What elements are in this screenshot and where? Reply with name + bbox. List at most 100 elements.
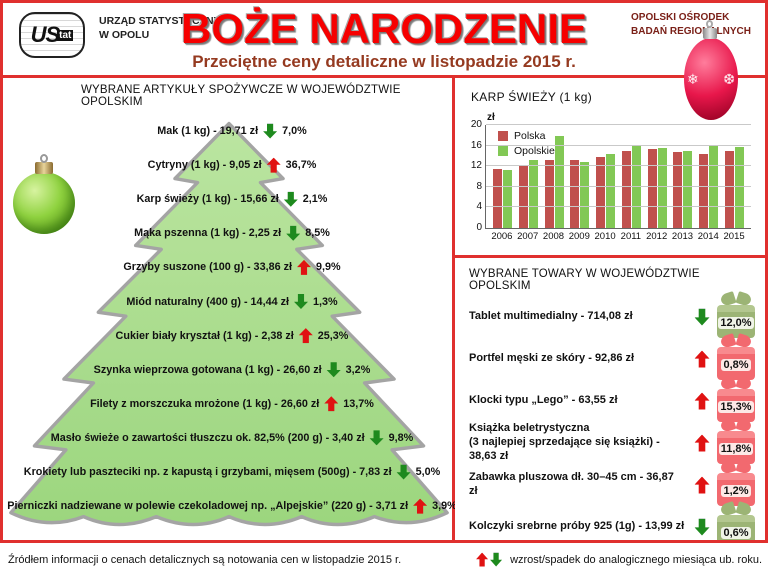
up-arrow-icon xyxy=(296,259,311,275)
food-item-label: Mak (1 kg) - 19,71 zł xyxy=(157,125,259,137)
bar-opolskie xyxy=(657,147,667,228)
x-tick-label: 2011 xyxy=(620,231,642,242)
food-item: Filety z morszczuka mrożone (1 kg) - 26,… xyxy=(90,395,374,413)
green-ornament-hook-icon xyxy=(40,154,48,163)
goods-item-label: Zabawka pluszowa dł. 30–45 cm - 36,87 zł xyxy=(469,471,689,499)
goods-item-percent: 12,0% xyxy=(715,313,757,331)
christmas-tree-graphic xyxy=(9,121,449,527)
food-prices-panel: WYBRANE ARTYKUŁY SPOŻYWCZE W WOJEWÓDZTWI… xyxy=(3,78,457,540)
food-item-label: Grzyby suszone (100 g) - 33,86 zł xyxy=(123,261,292,274)
x-tick-label: 2012 xyxy=(646,231,668,242)
goods-item-arrow xyxy=(689,350,715,368)
food-item: Mąka pszenna (1 kg) - 2,25 zł 8,5% xyxy=(134,224,330,242)
food-item-percent: 36,7% xyxy=(285,159,317,172)
food-item-percent: 3,2% xyxy=(345,363,371,376)
chart-legend: Polska Opolskie xyxy=(498,130,555,160)
red-ornament-hook-icon xyxy=(706,20,713,28)
footer: Źródłem informacji o cenach detalicznych… xyxy=(0,543,768,576)
goods-item-label: Klocki typu „Lego” - 63,55 zł xyxy=(469,394,689,408)
goods-item-arrow xyxy=(689,518,715,536)
goods-item-percent: 1,2% xyxy=(715,481,757,499)
food-item-label: Karp świeży (1 kg) - 15,66 zł xyxy=(136,193,279,206)
bar-polska xyxy=(596,156,606,228)
legend-item-opolskie: Opolskie xyxy=(498,145,555,157)
legend-up-arrow-icon xyxy=(476,552,489,567)
food-item-label: Krokiety lub paszteciki np. z kapustą i … xyxy=(23,466,392,478)
bar-group xyxy=(490,125,516,228)
x-tick-label: 2008 xyxy=(542,231,565,242)
gridline xyxy=(486,144,751,146)
food-item-label: Cytryny (1 kg) - 9,05 zł xyxy=(147,159,262,172)
bar-group xyxy=(721,125,747,228)
food-item: Cytryny (1 kg) - 9,05 zł 36,7% xyxy=(147,156,317,174)
goods-item-label: Tablet multimedialny - 714,08 zł xyxy=(469,310,689,324)
legend-down-arrow-icon xyxy=(490,552,503,567)
gridline xyxy=(486,206,751,208)
page-title: BOŻE NARODZENIE xyxy=(180,5,587,52)
food-item-label: Cukier biały kryształ (1 kg) - 2,38 zł xyxy=(115,329,294,342)
goods-item-percent-value: 0,8% xyxy=(721,358,751,371)
goods-item-percent: 0,6% xyxy=(715,523,757,541)
goods-item-label-line1: Tablet multimedialny - 714,08 zł xyxy=(469,310,633,323)
food-item-label: Pierniczki nadziewane w polewie czekolad… xyxy=(7,500,409,513)
legend-item-polska: Polska xyxy=(498,130,555,142)
food-item: Masło świeże o zawartości tłuszczu ok. 8… xyxy=(51,429,413,447)
bar-opolskie xyxy=(683,151,693,228)
food-item-percent: 2,1% xyxy=(302,193,328,206)
goods-item-label-line1: Klocki typu „Lego” - 63,55 zł xyxy=(469,394,618,407)
food-panel-title: WYBRANE ARTYKUŁY SPOŻYWCZE W WOJEWÓDZTWI… xyxy=(81,84,401,108)
gift-bow-icon xyxy=(721,460,751,474)
y-tick-label: 20 xyxy=(470,119,482,130)
food-item-percent: 1,3% xyxy=(312,295,338,308)
goods-item: Klocki typu „Lego” - 63,55 zł 15,3% xyxy=(469,380,757,422)
bar-opolskie xyxy=(606,153,616,228)
legend-label-polska: Polska xyxy=(514,130,546,142)
down-arrow-icon xyxy=(283,191,298,207)
page-subtitle: Przeciętne ceny detaliczne w listopadzie… xyxy=(192,52,576,71)
goods-item: Portfel męski ze skóry - 92,86 zł 0,8% xyxy=(469,338,757,380)
food-item-percent: 25,3% xyxy=(317,329,349,342)
green-ornament-cap-icon xyxy=(35,162,53,174)
logo-us-text: US xyxy=(30,22,61,47)
agency-line2: W OPOLU xyxy=(99,28,150,41)
food-item-percent: 5,0% xyxy=(415,466,441,478)
bar-polska xyxy=(544,160,554,228)
x-tick-label: 2014 xyxy=(697,231,719,242)
goods-item-arrow xyxy=(689,392,715,410)
bar-group xyxy=(619,125,645,228)
food-item: Grzyby suszone (100 g) - 33,86 zł 9,9% xyxy=(123,258,341,276)
food-item-label: Masło świeże o zawartości tłuszczu ok. 8… xyxy=(50,431,365,444)
goods-item-percent: 15,3% xyxy=(715,397,757,415)
logo-tat-text: tat xyxy=(57,29,74,41)
goods-item-percent-value: 0,6% xyxy=(721,526,751,539)
gift-icon: 15,3% xyxy=(715,376,757,424)
gift-icon: 1,2% xyxy=(715,460,757,508)
y-tick-label: 16 xyxy=(470,139,482,151)
goods-item-percent-value: 15,3% xyxy=(718,400,754,413)
food-item-percent: 3,9% xyxy=(432,500,457,513)
bar-group xyxy=(670,125,696,228)
up-arrow-icon xyxy=(694,476,710,494)
bar-polska xyxy=(647,149,657,228)
goods-item-label: Portfel męski ze skóry - 92,86 zł xyxy=(469,352,689,366)
x-tick-label: 2013 xyxy=(671,231,694,242)
up-arrow-icon xyxy=(298,328,313,344)
gridline xyxy=(486,165,751,167)
up-arrow-icon xyxy=(694,392,710,410)
goods-item-arrow xyxy=(689,434,715,452)
goods-item-percent-value: 11,8% xyxy=(718,442,754,455)
agency-name: URZĄD STATYSTYCZNY W OPOLU xyxy=(99,15,221,42)
header: US tat URZĄD STATYSTYCZNY W OPOLU BOŻE NA… xyxy=(3,3,765,78)
bar-polska xyxy=(724,151,734,228)
gift-icon: 0,6% xyxy=(715,502,757,541)
up-arrow-icon xyxy=(266,157,281,173)
down-arrow-icon xyxy=(286,225,301,241)
agency-line1: URZĄD STATYSTYCZNY xyxy=(99,15,221,27)
bar-group xyxy=(567,125,593,228)
gift-bow-icon xyxy=(721,376,751,390)
food-item-percent: 7,0% xyxy=(282,125,307,137)
goods-item-percent-value: 1,2% xyxy=(721,484,751,497)
goods-item-percent: 11,8% xyxy=(715,439,757,457)
food-item: Krokiety lub paszteciki np. z kapustą i … xyxy=(24,463,440,481)
green-ornament-icon xyxy=(13,172,75,234)
